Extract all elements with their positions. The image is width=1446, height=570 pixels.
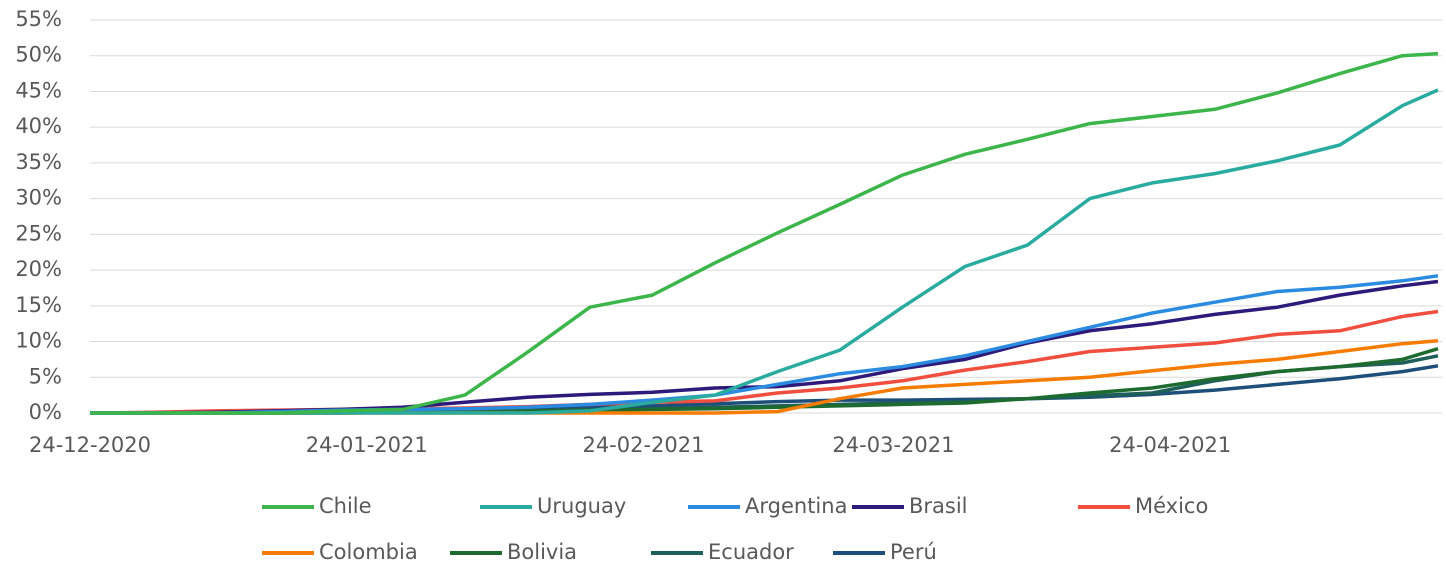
y-tick-label: 55% — [15, 7, 62, 31]
legend-label: Brasil — [909, 494, 968, 518]
x-tick-label: 24-02-2021 — [582, 433, 704, 457]
legend-label: Uruguay — [537, 494, 626, 518]
y-tick-label: 0% — [29, 400, 62, 424]
legend-label: Argentina — [745, 494, 847, 518]
legend-label: Perú — [890, 540, 937, 564]
y-tick-label: 30% — [15, 186, 62, 210]
x-tick-label: 24-03-2021 — [832, 433, 954, 457]
y-tick-label: 50% — [15, 43, 62, 67]
series-line — [90, 88, 1439, 415]
y-tick-label: 35% — [15, 150, 62, 174]
x-tick-label: 24-12-2020 — [29, 433, 151, 457]
legend-label: México — [1135, 494, 1208, 518]
legend-label: Ecuador — [708, 540, 794, 564]
legend-label: Chile — [319, 494, 372, 518]
series-line — [90, 51, 1439, 415]
y-tick-label: 40% — [15, 114, 62, 138]
x-tick-label: 24-04-2021 — [1109, 433, 1231, 457]
y-tick-label: 10% — [15, 329, 62, 353]
y-tick-label: 20% — [15, 257, 62, 281]
series-line — [90, 274, 1439, 415]
y-tick-label: 25% — [15, 221, 62, 245]
legend-label: Bolivia — [507, 540, 577, 564]
x-tick-label: 24-01-2021 — [306, 433, 428, 457]
y-tick-label: 45% — [15, 78, 62, 102]
y-tick-label: 5% — [29, 364, 62, 388]
y-tick-label: 15% — [15, 293, 62, 317]
legend-label: Colombia — [319, 540, 418, 564]
